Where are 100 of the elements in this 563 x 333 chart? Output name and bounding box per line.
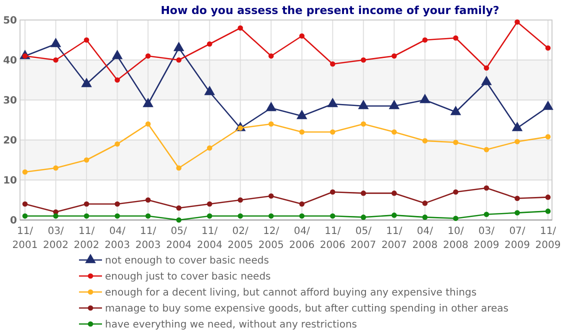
point bbox=[114, 213, 120, 219]
point bbox=[514, 210, 520, 216]
x-tick-label: 11/2007 bbox=[381, 226, 407, 251]
point bbox=[238, 197, 243, 203]
x-tick-label: 05/2007 bbox=[350, 226, 376, 251]
legend-label: have everything we need, without any restrictions bbox=[105, 320, 357, 330]
point bbox=[453, 140, 458, 146]
point bbox=[542, 100, 554, 110]
point bbox=[114, 77, 120, 83]
point bbox=[176, 165, 182, 171]
x-tick-label: 04/2008 bbox=[412, 226, 438, 251]
point bbox=[176, 217, 182, 223]
point bbox=[358, 100, 369, 110]
chart-title: How do you assess the present income of your family? bbox=[160, 4, 500, 17]
point bbox=[392, 53, 397, 59]
point bbox=[268, 121, 274, 127]
point bbox=[238, 213, 243, 219]
point bbox=[53, 213, 58, 219]
x-tick-label: 12/2005 bbox=[258, 226, 284, 251]
point bbox=[299, 33, 305, 39]
point bbox=[545, 194, 551, 200]
point bbox=[299, 129, 305, 135]
point bbox=[327, 98, 338, 108]
x-tick-label: 11/2004 bbox=[196, 226, 222, 251]
point bbox=[330, 61, 336, 67]
point bbox=[114, 201, 120, 207]
point bbox=[22, 169, 28, 175]
point bbox=[299, 213, 305, 219]
y-tick-label: 50 bbox=[3, 16, 18, 26]
point bbox=[360, 190, 366, 196]
point bbox=[453, 189, 458, 195]
x-tick-label: 11/2002 bbox=[74, 226, 100, 251]
point bbox=[360, 57, 366, 63]
x-tick-label: 11/2006 bbox=[320, 226, 346, 251]
point bbox=[422, 200, 428, 206]
point bbox=[330, 129, 336, 135]
point bbox=[453, 35, 458, 41]
x-tick-label: 03/2009 bbox=[474, 226, 500, 251]
point bbox=[206, 201, 212, 207]
point bbox=[145, 121, 151, 127]
point bbox=[422, 37, 428, 43]
point bbox=[481, 76, 492, 86]
point bbox=[176, 57, 182, 63]
point bbox=[268, 193, 274, 199]
point bbox=[84, 37, 90, 43]
point bbox=[22, 201, 28, 207]
point bbox=[238, 25, 243, 31]
point bbox=[484, 185, 490, 191]
point bbox=[514, 138, 520, 144]
legend-label: manage to buy some expensive goods, but after cutting spending in other areas bbox=[105, 304, 508, 314]
x-tick-label: 10/2008 bbox=[442, 226, 468, 251]
x-tick-label: 11/2009 bbox=[535, 226, 561, 251]
point bbox=[84, 213, 90, 219]
point bbox=[392, 129, 397, 135]
point bbox=[512, 122, 523, 132]
point bbox=[299, 201, 305, 207]
point bbox=[53, 57, 58, 63]
point bbox=[206, 41, 212, 47]
point bbox=[145, 53, 151, 59]
point bbox=[360, 121, 366, 127]
point bbox=[422, 214, 428, 220]
point bbox=[330, 213, 336, 219]
point bbox=[145, 197, 151, 203]
point bbox=[388, 100, 400, 110]
point bbox=[268, 53, 274, 59]
point bbox=[514, 19, 520, 25]
point bbox=[450, 106, 462, 116]
point bbox=[266, 102, 276, 112]
point bbox=[545, 45, 551, 51]
legend-label: enough for a decent living, but cannot afford buying any expensive things bbox=[105, 288, 477, 298]
point bbox=[420, 94, 430, 104]
point bbox=[81, 78, 92, 88]
y-tick-label: 20 bbox=[3, 136, 18, 146]
point bbox=[484, 212, 490, 218]
legend-label: not enough to cover basic needs bbox=[105, 256, 269, 266]
point bbox=[392, 190, 397, 196]
x-tick-label: 05/2004 bbox=[166, 226, 192, 251]
point bbox=[173, 42, 184, 52]
point bbox=[206, 213, 212, 219]
point bbox=[53, 165, 58, 171]
point bbox=[360, 214, 366, 220]
point bbox=[392, 212, 397, 218]
point bbox=[142, 98, 154, 108]
point bbox=[545, 134, 551, 140]
point bbox=[114, 141, 120, 147]
x-tick-label: 03/2002 bbox=[43, 226, 68, 251]
point bbox=[296, 110, 308, 120]
point bbox=[204, 86, 215, 96]
point bbox=[268, 213, 274, 219]
point bbox=[484, 146, 490, 152]
x-tick-label: 11/2003 bbox=[135, 226, 161, 251]
y-tick-label: 10 bbox=[3, 176, 18, 186]
point bbox=[22, 213, 28, 219]
point bbox=[330, 189, 336, 195]
y-tick-label: 0 bbox=[10, 216, 18, 226]
point bbox=[145, 213, 151, 219]
point bbox=[484, 65, 490, 71]
legend-label: enough just to cover basic needs bbox=[105, 272, 271, 282]
x-tick-label: 02/2005 bbox=[228, 226, 254, 251]
point bbox=[514, 196, 520, 202]
